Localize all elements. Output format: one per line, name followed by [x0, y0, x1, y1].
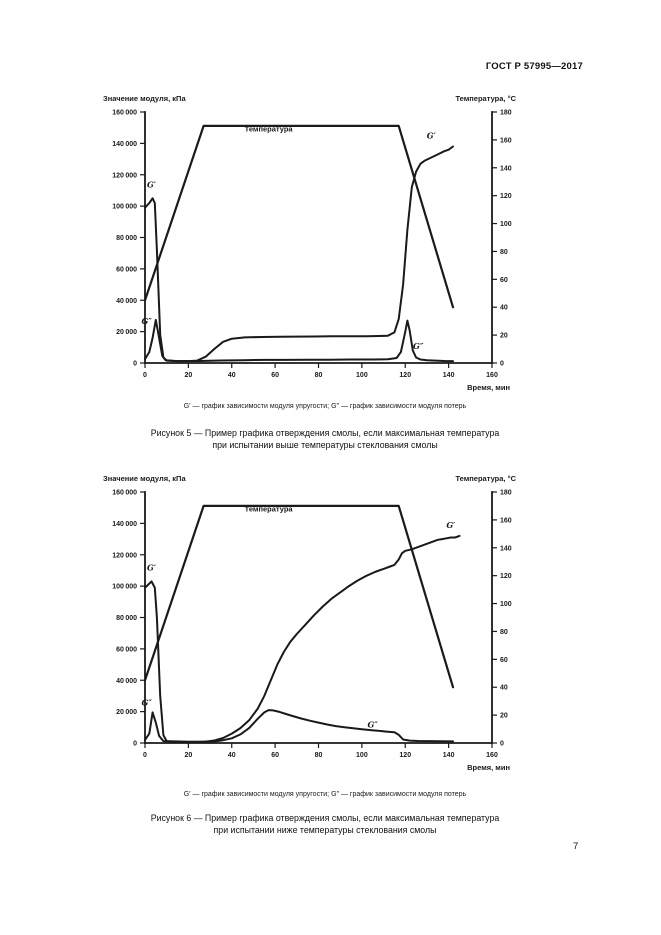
g-prime-early-label: G′ [147, 562, 157, 572]
right-tick-label: 180 [500, 110, 512, 117]
figure6-caption-line1: Рисунок 6 — Пример графика отверждения с… [150, 813, 500, 823]
x-tick-label: 120 [399, 372, 411, 379]
left-tick-label: 60 000 [116, 646, 137, 653]
left-tick-label: 160 000 [112, 110, 137, 117]
temperature-label: Температура [245, 125, 294, 134]
left-axis-title: Значение модуля, кПа [103, 94, 186, 103]
x-tick-label: 80 [315, 372, 323, 379]
left-tick-label: 140 000 [112, 521, 137, 528]
right-tick-label: 20 [500, 713, 508, 720]
right-tick-label: 100 [500, 221, 512, 228]
left-tick-label: 20 000 [116, 329, 137, 336]
right-axis-title: Температура, °С [455, 474, 516, 483]
x-tick-label: 120 [399, 752, 411, 759]
figure5-caption-line2: при испытании выше температуры стеклован… [212, 440, 438, 450]
x-axis-title: Время, мин [467, 763, 510, 772]
x-tick-label: 20 [184, 372, 192, 379]
right-tick-label: 40 [500, 305, 508, 312]
right-tick-label: 0 [500, 361, 504, 368]
right-tick-label: 80 [500, 249, 508, 256]
g-prime-early-label: G′ [147, 179, 157, 189]
right-tick-label: 80 [500, 629, 508, 636]
left-tick-label: 80 000 [116, 235, 137, 242]
g-double-prime-late-label: G″ [368, 719, 379, 729]
x-tick-label: 100 [356, 752, 368, 759]
x-tick-label: 60 [271, 752, 279, 759]
g-double-prime-curve [144, 318, 454, 363]
g-prime-curve [144, 534, 461, 743]
x-tick-label: 20 [184, 752, 192, 759]
right-tick-label: 60 [500, 277, 508, 284]
g-double-prime-early-label: G″ [142, 697, 153, 707]
x-axis-title: Время, мин [467, 383, 510, 392]
x-tick-label: 100 [356, 372, 368, 379]
temperature-label: Температура [245, 505, 294, 514]
g-double-prime-early-label: G″ [142, 316, 153, 326]
left-tick-label: 120 000 [112, 552, 137, 559]
x-tick-label: 0 [143, 752, 147, 759]
left-tick-label: 100 000 [112, 584, 137, 591]
temperature-curve [143, 124, 455, 309]
figure5-note: G′ — график зависимости модуля упругости… [183, 403, 467, 410]
x-tick-label: 40 [228, 372, 236, 379]
left-tick-label: 60 000 [116, 266, 137, 273]
right-tick-label: 40 [500, 685, 508, 692]
figure6-caption: Рисунок 6 — Пример графика отверждения с… [30, 812, 620, 836]
right-tick-label: 120 [500, 573, 512, 580]
figure5-chart: 0 20 000 40 000 60 000 80 000 100 000 120 000 1… [103, 94, 517, 392]
left-tick-label: 80 000 [116, 615, 137, 622]
left-tick-label: 160 000 [112, 490, 137, 497]
left-tick-label: 40 000 [116, 678, 137, 685]
g-prime-late-label: G′ [446, 520, 456, 530]
right-tick-label: 160 [500, 137, 512, 144]
right-tick-label: 0 [500, 741, 504, 748]
left-tick-label: 140 000 [112, 141, 137, 148]
figure6-note: G′ — график зависимости модуля упругости… [183, 791, 467, 798]
left-tick-label: 20 000 [116, 709, 137, 716]
left-tick-label: 0 [133, 741, 137, 748]
figure5-caption-line1: Рисунок 5 — Пример графика отверждения с… [150, 428, 500, 438]
x-tick-label: 80 [315, 752, 323, 759]
x-tick-label: 140 [443, 372, 455, 379]
x-tick-label: 160 [486, 372, 498, 379]
document-header: ГОСТ Р 57995—2017 [485, 61, 583, 72]
g-double-prime-late-label: G″ [413, 341, 424, 351]
g-double-prime-curve [144, 709, 454, 743]
x-tick-label: 60 [271, 372, 279, 379]
right-tick-label: 120 [500, 193, 512, 200]
left-tick-label: 100 000 [112, 204, 137, 211]
right-tick-label: 160 [500, 517, 512, 524]
x-tick-label: 140 [443, 752, 455, 759]
x-tick-label: 160 [486, 752, 498, 759]
left-tick-label: 0 [133, 361, 137, 368]
x-tick-label: 0 [143, 372, 147, 379]
x-tick-label: 40 [228, 752, 236, 759]
right-tick-label: 140 [500, 545, 512, 552]
right-axis-title: Температура, °С [455, 94, 516, 103]
left-tick-label: 120 000 [112, 172, 137, 179]
page-number: 7 [573, 841, 579, 852]
figure6-chart: 0 20 000 40 000 60 000 80 000 100 000 120 000 1… [103, 474, 517, 772]
temperature-curve [143, 504, 455, 689]
right-tick-label: 140 [500, 165, 512, 172]
left-axis-title: Значение модуля, кПа [103, 474, 186, 483]
figure6-caption-line2: при испытании ниже температуры стеклован… [213, 825, 437, 835]
right-tick-label: 20 [500, 333, 508, 340]
right-tick-label: 100 [500, 601, 512, 608]
right-tick-label: 60 [500, 657, 508, 664]
figure5-caption: Рисунок 5 — Пример графика отверждения с… [30, 427, 620, 451]
left-tick-label: 40 000 [116, 298, 137, 305]
right-tick-label: 180 [500, 490, 512, 497]
g-prime-late-label: G′ [427, 131, 437, 141]
